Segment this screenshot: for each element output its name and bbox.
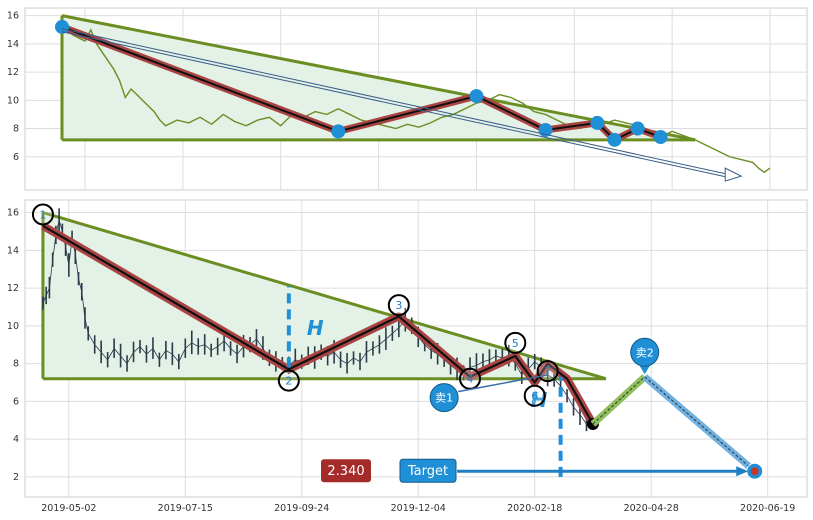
main-y-tick-label: 10 [7,321,19,332]
x-tick-label: 2019-05-02 [41,503,96,514]
pivot-circle [277,369,300,392]
pivot-circle [387,294,410,317]
top-y-axis: 6 8 10 12 14 16 [7,11,19,163]
main-y-tick-label: 16 [7,208,19,219]
pivot-circle [523,384,546,407]
pivot-label: 7 [544,365,551,378]
top-pivot-dot [331,124,346,139]
pivot-labels: 1 2 3 4 5 67 [31,203,559,407]
pivot-label: 4 [467,373,474,386]
pivot-label: 2 [285,375,292,388]
top-arrow-edge [61,31,728,178]
target-label-box [399,458,457,483]
x-tick-label: 2020-04-28 [624,503,679,514]
pivot-circle [504,331,527,354]
top-y-tick-label: 14 [7,39,19,50]
top-y-tick-label: 6 [13,152,19,163]
x-tick-label: 2019-12-04 [391,503,446,514]
main-x-axis: 2019-05-02 2019-07-15 2019-09-24 2019-12-04… [41,503,795,514]
main-channel-top-line [42,211,607,381]
main-y-tick-label: 8 [13,359,19,370]
sell1-pointer [457,374,548,393]
top-zigzag [55,19,668,147]
top-pivot-dot [607,132,622,147]
main-y-tick-label: 12 [7,283,19,294]
target-label-text: Target [407,464,448,479]
top-channel-top-line [61,14,696,142]
top-pivot-dot [590,115,605,130]
sell-markers: 卖1 卖2 [429,337,660,413]
top-y-tick-label: 12 [7,67,19,78]
pivot-label: 1 [39,208,46,221]
top-pivot-dot [469,89,484,104]
sell-marker-tail [638,364,651,375]
h-measure-label: H [307,316,324,340]
pivot-circle [31,203,54,226]
sell-marker-label: 卖1 [435,392,453,405]
main-y-tick-label: 2 [13,472,19,483]
top-panel: 6 8 10 12 14 16 [7,7,808,191]
main-y-tick-label: 6 [13,396,19,407]
projection-up-line [592,376,646,425]
pivot-label: 3 [395,299,402,312]
top-arrow-head [724,167,743,182]
main-price-line [42,219,587,425]
main-y-tick-label: 4 [13,434,19,445]
top-channel [60,14,696,142]
target-point-core [750,467,759,476]
top-trend-arrow [61,28,743,182]
top-pivot-dot [630,121,645,136]
projection-down-line [644,376,756,472]
main-y-tick-label: 14 [7,245,19,256]
main-channel [41,211,607,381]
top-pivot-dot [653,130,668,145]
top-arrow-edge [61,28,728,175]
projection [590,374,764,480]
pivot-label: 6 [531,390,538,403]
main-y-axis: 2 4 6 8 10 12 14 16 [7,208,19,483]
main-zigzag [40,222,599,431]
x-tick-label: 2019-07-15 [158,503,213,514]
sell-marker-label: 卖2 [636,346,654,359]
pivot-label: 5 [512,337,519,350]
target-arrow-head [736,466,749,477]
top-y-tick-label: 8 [13,124,19,135]
target-value-box [321,459,371,483]
sell-marker-badge [630,337,660,367]
top-pivot-dot [55,19,69,34]
target-annotation: 2.340 Target [321,458,749,483]
top-y-tick-label: 10 [7,95,19,106]
top-y-tick-label: 16 [7,11,19,22]
main-zigzag-line [42,224,594,425]
x-tick-label: 2019-09-24 [274,503,329,514]
x-tick-label: 2020-02-18 [507,503,562,514]
sell-marker-badge [429,383,459,413]
x-tick-label: 2020-06-19 [740,503,795,514]
target-value-text: 2.340 [327,464,364,479]
